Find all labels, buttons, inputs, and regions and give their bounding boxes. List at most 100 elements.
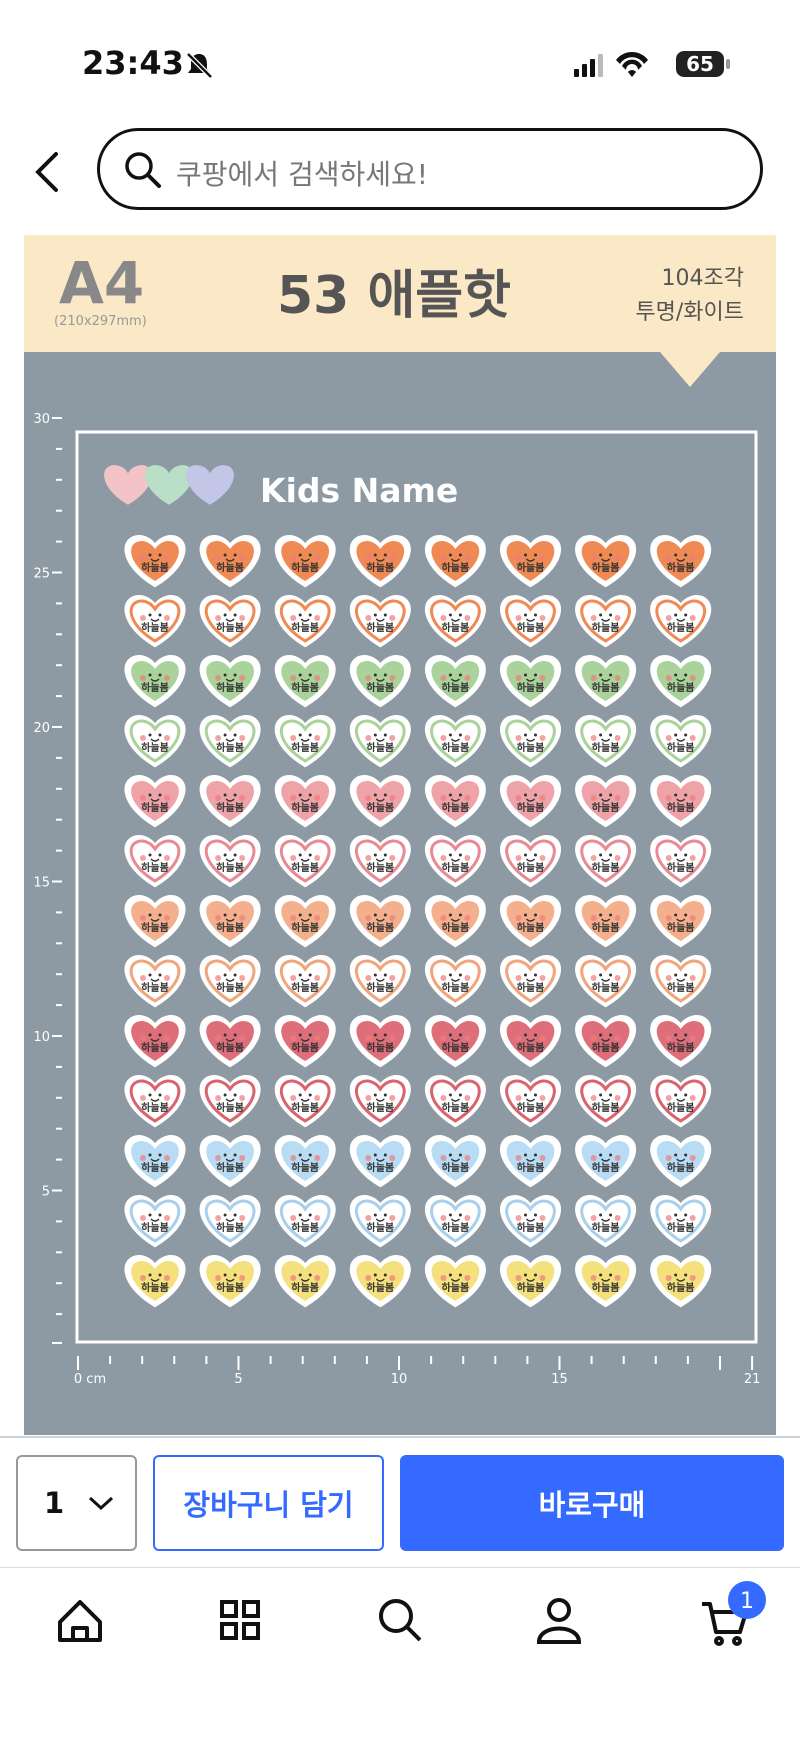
sticker-eye (684, 1153, 688, 1157)
sticker-cheek (590, 555, 597, 561)
sticker-cheek (239, 555, 246, 561)
sticker: 하늘봄 (349, 715, 411, 768)
sticker-eye (148, 1273, 152, 1277)
sticker-eye (599, 733, 603, 737)
sticker: 하늘봄 (349, 535, 411, 588)
sticker-eye (674, 613, 678, 617)
sticker-cheek (365, 735, 372, 741)
sticker-cheek (290, 1095, 297, 1101)
sticker: 하늘봄 (650, 895, 712, 948)
sticker-eye (524, 673, 527, 677)
sticker-cheek (440, 855, 447, 861)
sticker-cheek (140, 1155, 146, 1161)
sticker: 하늘봄 (199, 1135, 261, 1188)
sticker-eye (308, 913, 312, 917)
sticker: 하늘봄 (500, 1255, 561, 1308)
sticker-eye (233, 553, 237, 557)
sticker-mouth (225, 1158, 235, 1162)
sticker-eye (674, 1093, 678, 1097)
sticker-text: 하늘봄 (592, 1101, 620, 1114)
sticker-text: 하늘봄 (366, 921, 394, 934)
sticker: 하늘봄 (124, 775, 186, 828)
sticker-eye (674, 1033, 678, 1037)
sticker-eye (308, 1153, 312, 1157)
sticker-mouth (150, 678, 160, 682)
sticker-mouth (450, 1038, 460, 1042)
sticker-cheek (290, 1215, 297, 1221)
buy-now[interactable]: 바로구매 (400, 1455, 784, 1551)
sheet-heading: Kids Name (260, 471, 458, 510)
sticker-text: 하늘봄 (291, 621, 319, 634)
sticker-mouth (375, 558, 385, 562)
sticker-cheek (515, 855, 522, 861)
sticker-mouth (676, 918, 686, 922)
sticker-eye (609, 553, 613, 557)
sticker-mouth (225, 798, 235, 802)
sticker-eye (158, 793, 162, 797)
sticker-cheek (515, 735, 522, 741)
sticker-cheek (290, 855, 297, 861)
sticker-eye (448, 613, 452, 617)
sticker-cheek (689, 1095, 696, 1101)
sticker-text: 하늘봄 (141, 1041, 169, 1054)
sticker-eye (158, 1213, 162, 1217)
add-to-cart[interactable]: 장바구니 담기 (153, 1455, 384, 1551)
sticker-cheek (689, 675, 696, 681)
sticker-text: 하늘봄 (592, 1221, 620, 1234)
sticker-cheek (314, 795, 321, 801)
sticker-eye (373, 733, 377, 737)
sticker-eye (448, 853, 452, 857)
sticker: 하늘봄 (124, 535, 186, 588)
sticker-cheek (590, 915, 597, 921)
sticker-eye (524, 553, 527, 557)
sticker-eye (534, 673, 537, 677)
sticker-eye (458, 613, 462, 617)
sticker-eye (298, 553, 302, 557)
sticker-cheek (314, 1095, 321, 1101)
sticker-text: 하늘봄 (216, 561, 244, 574)
sticker-eye (534, 1273, 537, 1277)
nav-account[interactable] (536, 1598, 582, 1644)
sticker: 하늘봄 (124, 955, 186, 1008)
sticker-mouth (375, 918, 385, 922)
sticker-eye (458, 853, 462, 857)
sticker-eye (534, 1153, 537, 1157)
quantity-select[interactable]: 1 (16, 1455, 137, 1551)
sticker-eye (674, 1213, 678, 1217)
sticker-cheek (539, 555, 546, 561)
sticker-eye (684, 673, 688, 677)
sticker-cheek (689, 855, 696, 861)
sticker-cheek (590, 855, 597, 861)
sticker-mouth (150, 1158, 160, 1162)
sticker-mouth (300, 1218, 310, 1222)
sticker-eye (458, 1093, 462, 1097)
sticker-text: 하늘봄 (366, 1281, 394, 1294)
sticker-text: 하늘봄 (667, 621, 695, 634)
sticker-cheek (440, 1035, 447, 1041)
sticker-text: 하늘봄 (667, 861, 695, 874)
sticker-mouth (450, 558, 460, 562)
sticker: 하늘봄 (349, 775, 411, 828)
sticker-mouth (375, 1158, 385, 1162)
sticker-eye (674, 793, 678, 797)
sticker-cheek (614, 555, 621, 561)
sticker-mouth (225, 1278, 235, 1282)
sticker-cheek (539, 675, 546, 681)
nav-category[interactable] (220, 1600, 260, 1640)
sticker-cheek (314, 915, 321, 921)
sticker-cheek (365, 1035, 372, 1041)
back-button[interactable] (30, 150, 64, 194)
sticker-text: 하늘봄 (667, 1041, 695, 1054)
sticker-eye (674, 973, 678, 977)
nav-home[interactable] (58, 1600, 102, 1642)
sticker-eye (599, 1093, 603, 1097)
sticker-eye (599, 673, 603, 677)
sticker-cheek (389, 1215, 396, 1221)
sticker: 하늘봄 (349, 1195, 411, 1248)
sticker-mouth (450, 858, 460, 862)
search-bar[interactable]: 쿠팡에서 검색하세요! (97, 128, 763, 210)
sticker: 하늘봄 (575, 1015, 636, 1068)
nav-search[interactable] (379, 1599, 422, 1642)
sticker-cheek (140, 975, 146, 981)
sticker-mouth (450, 1158, 460, 1162)
